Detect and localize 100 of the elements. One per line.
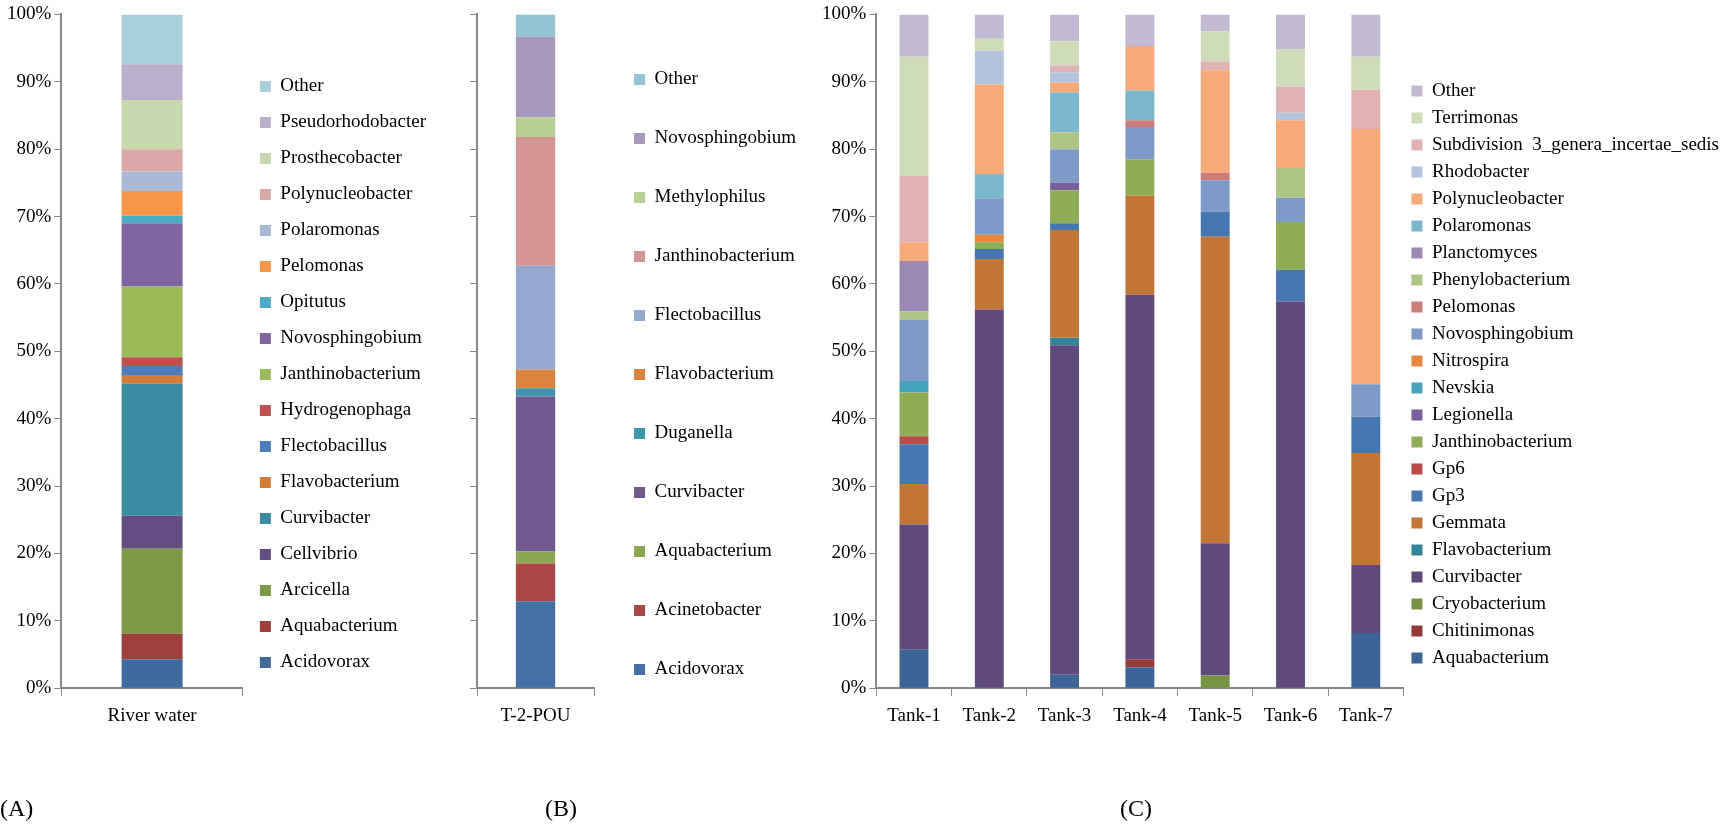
legend-label: Janthinobacterium bbox=[280, 362, 421, 384]
bar bbox=[974, 248, 1004, 259]
bar bbox=[899, 242, 929, 262]
legend-label: Other bbox=[280, 74, 325, 96]
bar bbox=[1050, 182, 1080, 191]
y-tick-label: 70% bbox=[831, 204, 867, 226]
bar bbox=[1125, 659, 1155, 668]
bar bbox=[1276, 221, 1305, 270]
bar bbox=[1050, 230, 1080, 338]
legend-label: Flectobacillus bbox=[280, 434, 387, 456]
y-tick-label: 70% bbox=[16, 204, 52, 226]
y-tick-label: 0% bbox=[26, 676, 52, 698]
bar bbox=[899, 380, 929, 393]
bar bbox=[1351, 384, 1381, 417]
bar bbox=[1050, 72, 1080, 83]
bar bbox=[1276, 14, 1305, 50]
y-tick-label: 80% bbox=[16, 137, 52, 159]
legend-label: Flavobacterium bbox=[654, 362, 775, 384]
y-tick-label: 50% bbox=[831, 339, 867, 361]
bar bbox=[899, 176, 929, 243]
bar bbox=[515, 137, 556, 266]
bar bbox=[121, 64, 183, 100]
x-tick-label: Tank-7 bbox=[1339, 703, 1393, 725]
legend-label: Gp6 bbox=[1431, 456, 1465, 478]
legend-label: Legionella bbox=[1431, 402, 1514, 424]
bar bbox=[899, 524, 929, 650]
bar bbox=[1351, 14, 1381, 57]
legend-label: Janthinobacterium bbox=[1431, 429, 1573, 451]
legend-label: Acidovorax bbox=[654, 657, 745, 679]
bar bbox=[121, 190, 183, 216]
bar bbox=[1200, 236, 1230, 544]
bar bbox=[121, 633, 183, 660]
bar bbox=[1351, 416, 1381, 454]
bar bbox=[1276, 120, 1305, 169]
bar bbox=[1125, 195, 1155, 295]
legend-label: Curvibacter bbox=[1431, 564, 1523, 586]
legend-label: Aquabacterium bbox=[280, 614, 398, 636]
bar bbox=[121, 215, 183, 224]
bar bbox=[1200, 211, 1230, 237]
legend-label: Chitinimonas bbox=[1431, 618, 1535, 640]
bar bbox=[1050, 337, 1080, 346]
bar bbox=[899, 14, 929, 57]
bar bbox=[974, 174, 1004, 199]
bar bbox=[1050, 190, 1080, 224]
bar bbox=[1050, 92, 1080, 133]
legend-label: Rhodobacter bbox=[1431, 159, 1530, 181]
bar bbox=[515, 369, 556, 389]
bar bbox=[1200, 14, 1230, 32]
x-tick-label: T-2-POU bbox=[500, 703, 571, 725]
bar bbox=[974, 242, 1004, 249]
legend-label: Gemmata bbox=[1431, 510, 1507, 532]
bar bbox=[974, 38, 1004, 51]
bar bbox=[899, 56, 929, 177]
bar bbox=[121, 99, 183, 150]
bar bbox=[1351, 128, 1381, 385]
bar bbox=[121, 515, 183, 549]
y-tick-label: 50% bbox=[16, 339, 52, 361]
bar bbox=[121, 149, 183, 172]
bar bbox=[899, 311, 929, 320]
bar bbox=[121, 548, 183, 634]
legend-label: Curvibacter bbox=[280, 506, 371, 528]
legend-label: Hydrogenophaga bbox=[280, 398, 412, 420]
legend-label: Other bbox=[1431, 78, 1476, 100]
bar bbox=[899, 649, 929, 688]
bar bbox=[1276, 269, 1305, 302]
bar bbox=[1276, 168, 1305, 198]
bar bbox=[515, 388, 556, 397]
bar bbox=[1276, 86, 1305, 113]
x-tick-label: Tank-6 bbox=[1263, 703, 1318, 725]
bar bbox=[1050, 41, 1080, 66]
bar bbox=[1050, 223, 1080, 231]
bar bbox=[1351, 564, 1381, 633]
bar bbox=[1125, 159, 1155, 196]
legend-label: Terrimonas bbox=[1431, 105, 1519, 127]
y-tick-label: 20% bbox=[831, 541, 867, 563]
legend-label: Duganella bbox=[654, 421, 734, 443]
bar bbox=[515, 265, 556, 370]
legend-label: Planctomyces bbox=[1431, 240, 1538, 262]
x-tick-label: Tank-2 bbox=[962, 703, 1017, 725]
legend-label: Aquabacterium bbox=[654, 539, 772, 561]
bar bbox=[899, 392, 929, 437]
legend-label: Flectobacillus bbox=[654, 303, 762, 325]
legend-label: Pelomonas bbox=[1431, 294, 1516, 316]
bar bbox=[1050, 345, 1080, 675]
bar bbox=[1351, 453, 1381, 565]
bar bbox=[1200, 180, 1230, 212]
legend-label: Gp3 bbox=[1431, 483, 1465, 505]
bar bbox=[974, 50, 1004, 85]
y-tick-label: 30% bbox=[831, 474, 867, 496]
bar bbox=[1200, 675, 1230, 688]
bar bbox=[1351, 56, 1381, 90]
bar bbox=[515, 601, 556, 688]
bar bbox=[899, 444, 929, 485]
legend-label: Polaromonas bbox=[280, 218, 380, 240]
bar bbox=[1351, 632, 1381, 688]
legend-label: Flavobacterium bbox=[1431, 537, 1552, 559]
bar bbox=[1200, 543, 1230, 676]
bar bbox=[1125, 120, 1155, 127]
x-tick-label: Tank-5 bbox=[1188, 703, 1242, 725]
y-tick-label: 100% bbox=[822, 2, 867, 24]
